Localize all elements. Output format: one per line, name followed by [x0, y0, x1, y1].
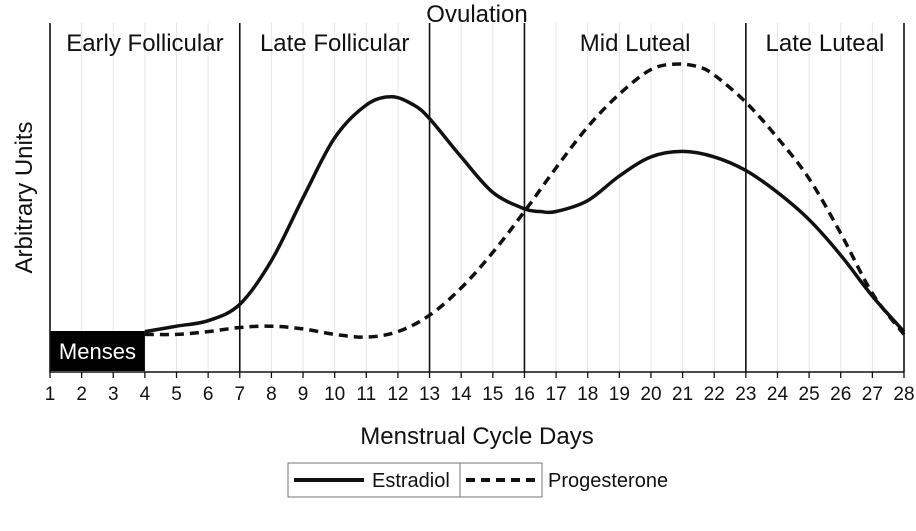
series-line-estradiol	[144, 95, 906, 334]
phase-label-early-follicular: Early Follicular	[66, 30, 223, 57]
x-tick-label-6: 6	[203, 384, 214, 405]
x-tick-label-20: 20	[640, 384, 661, 405]
x-tick-label-19: 19	[609, 384, 630, 405]
x-tick-label-2: 2	[76, 384, 87, 405]
menses-label: Menses	[59, 339, 136, 364]
phase-label-mid-luteal: Mid Luteal	[580, 30, 691, 57]
x-tick-label-3: 3	[108, 384, 119, 405]
x-tick-label-15: 15	[482, 384, 503, 405]
x-tick-label-16: 16	[514, 384, 535, 405]
x-tick-label-14: 14	[451, 384, 473, 405]
x-tick-label-28: 28	[893, 384, 914, 405]
x-tick-label-10: 10	[324, 384, 345, 405]
x-tick-label-25: 25	[799, 384, 820, 405]
x-tick-label-18: 18	[577, 384, 598, 405]
x-tick-label-4: 4	[140, 384, 151, 405]
x-tick-label-11: 11	[356, 384, 376, 405]
x-tick-label-7: 7	[234, 384, 245, 405]
x-tick-label-8: 8	[266, 384, 277, 405]
x-tick-label-9: 9	[298, 384, 309, 405]
x-tick-label-12: 12	[387, 384, 408, 405]
legend-label-progesterone: Progesterone	[548, 470, 668, 492]
y-axis-title: Arbitrary Units	[11, 121, 38, 273]
phase-labels: Early Follicular Late Follicular Mid Lutea…	[66, 30, 884, 57]
x-tick-label-17: 17	[546, 384, 567, 405]
phase-boundaries	[238, 23, 747, 372]
x-axis-title: Menstrual Cycle Days	[360, 423, 593, 450]
menses-box	[50, 331, 145, 371]
x-tick-label-27: 27	[862, 384, 883, 405]
series-lines	[144, 62, 906, 339]
x-axis-ticks: 1 2 3 4 5 6 7 8 9 10 11 12 13 14 15 16 17 18 19 20 21 22 23 24 2…	[45, 372, 915, 405]
menses-marker: Menses	[50, 331, 145, 371]
legend-label-estradiol: Estradiol	[372, 470, 450, 492]
grid-lines	[49, 23, 905, 372]
x-tick-label-13: 13	[419, 384, 440, 405]
ovulation-label: Ovulation	[426, 1, 527, 28]
x-tick-label-24: 24	[767, 384, 789, 405]
legend-box-progesterone	[459, 462, 543, 498]
x-tick-label-26: 26	[830, 384, 851, 405]
legend: Estradiol Progesterone	[287, 462, 668, 498]
x-tick-label-23: 23	[735, 384, 756, 405]
x-tick-label-5: 5	[171, 384, 182, 405]
x-tick-label-22: 22	[704, 384, 725, 405]
x-tick-label-1: 1	[45, 384, 56, 405]
phase-label-late-follicular: Late Follicular	[260, 30, 409, 57]
x-tick-label-21: 21	[672, 384, 693, 405]
plot-frame	[49, 23, 905, 373]
phase-label-late-luteal: Late Luteal	[766, 30, 885, 57]
